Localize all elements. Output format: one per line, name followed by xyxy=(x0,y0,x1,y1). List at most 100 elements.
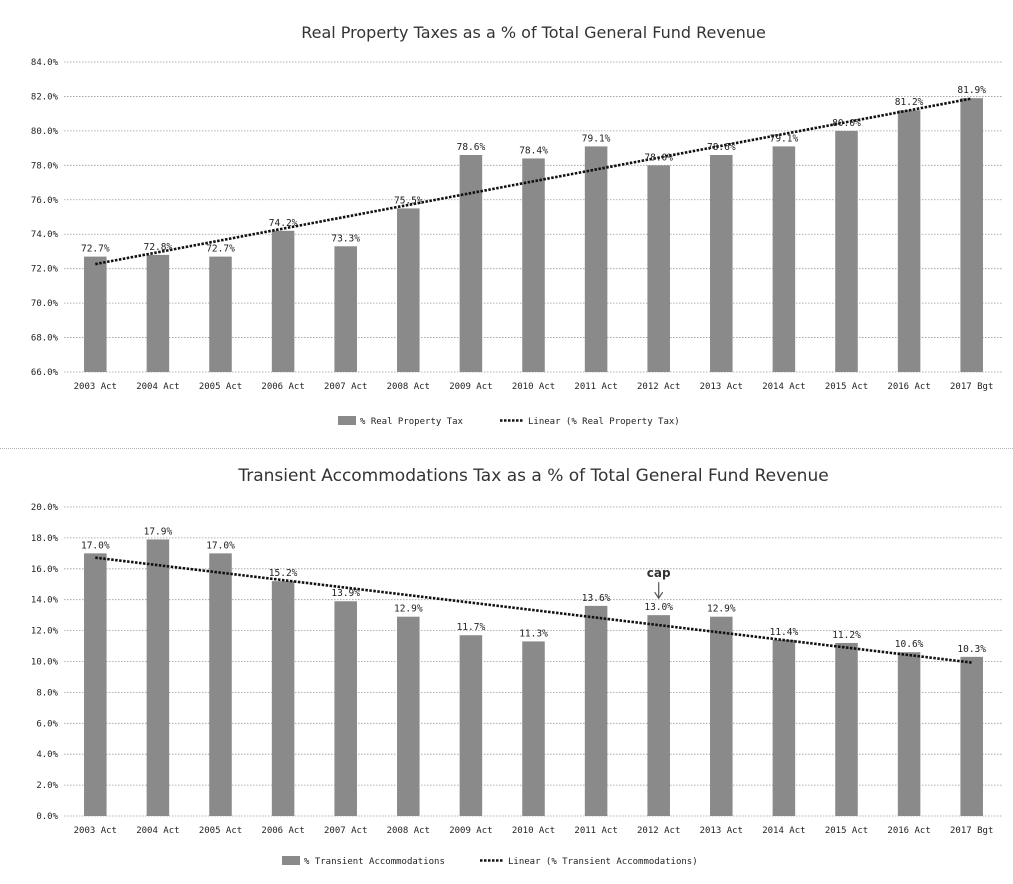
bar xyxy=(209,256,232,372)
legend-label-series: % Real Property Tax xyxy=(360,417,464,427)
y-tick-label: 80.0% xyxy=(31,127,59,137)
x-tick-label: 2014 Act xyxy=(762,382,805,392)
data-label: 79.1% xyxy=(770,133,799,144)
data-label: 74.2% xyxy=(269,218,298,229)
y-tick-label: 6.0% xyxy=(36,719,58,729)
real-property-tax-chart-svg: Real Property Taxes as a % of Total Gene… xyxy=(31,23,1003,427)
bar xyxy=(271,581,295,816)
x-tick-label: 2013 Act xyxy=(700,382,743,392)
bar xyxy=(960,98,983,373)
bar xyxy=(459,635,483,816)
data-label: 79.1% xyxy=(582,133,611,144)
bar xyxy=(209,553,232,816)
data-label: 78.4% xyxy=(519,145,548,156)
x-tick-label: 2005 Act xyxy=(199,826,242,836)
y-tick-label: 68.0% xyxy=(31,334,59,344)
chart-title: Transient Accommodations Tax as a % of T… xyxy=(237,466,828,486)
annotation-arrow-head xyxy=(654,591,664,600)
y-tick-label: 74.0% xyxy=(31,230,59,240)
data-label: 10.6% xyxy=(895,639,924,650)
x-tick-label: 2011 Act xyxy=(574,826,617,836)
x-tick-label: 2017 Bgt xyxy=(950,826,993,836)
data-label: 73.3% xyxy=(331,233,360,244)
data-label: 17.0% xyxy=(81,540,110,551)
data-label: 13.6% xyxy=(582,593,611,604)
x-tick-label: 2017 Bgt xyxy=(950,382,993,392)
x-tick-label: 2007 Act xyxy=(324,382,367,392)
x-tick-label: 2013 Act xyxy=(700,826,743,836)
x-tick-label: 2016 Act xyxy=(887,382,930,392)
data-label: 15.2% xyxy=(269,568,298,579)
y-tick-label: 84.0% xyxy=(31,58,59,68)
data-label: 78.0% xyxy=(644,152,673,163)
x-tick-label: 2007 Act xyxy=(324,826,367,836)
bar xyxy=(522,641,545,816)
legend-label-trendline: Linear (% Real Property Tax) xyxy=(528,417,680,427)
x-tick-label: 2011 Act xyxy=(574,382,617,392)
bar xyxy=(647,615,670,816)
y-tick-label: 78.0% xyxy=(31,161,59,171)
bar xyxy=(772,639,796,816)
data-label: 17.9% xyxy=(144,526,173,537)
bar xyxy=(835,642,858,816)
x-tick-label: 2016 Act xyxy=(887,826,930,836)
legend-swatch-bar xyxy=(282,856,300,865)
x-tick-label: 2003 Act xyxy=(74,826,117,836)
x-tick-label: 2012 Act xyxy=(637,826,680,836)
x-tick-label: 2006 Act xyxy=(261,382,304,392)
y-tick-label: 2.0% xyxy=(36,781,58,791)
x-tick-label: 2010 Act xyxy=(512,382,555,392)
y-tick-label: 4.0% xyxy=(36,750,58,760)
legend-swatch-bar xyxy=(338,416,356,425)
y-tick-label: 70.0% xyxy=(31,299,59,309)
transient-accommodations-tax-chart: Transient Accommodations Tax as a % of T… xyxy=(0,452,1013,884)
bar xyxy=(710,616,733,816)
bar xyxy=(835,130,858,372)
x-tick-label: 2009 Act xyxy=(449,382,492,392)
chart-title: Real Property Taxes as a % of Total Gene… xyxy=(301,23,766,42)
x-tick-label: 2014 Act xyxy=(762,826,805,836)
bar xyxy=(334,246,357,372)
real-property-tax-chart: Real Property Taxes as a % of Total Gene… xyxy=(0,23,1013,449)
bar xyxy=(459,155,483,372)
y-tick-label: 72.0% xyxy=(31,265,59,275)
data-label: 11.3% xyxy=(519,628,548,639)
x-tick-label: 2004 Act xyxy=(136,826,179,836)
bar xyxy=(397,616,420,816)
data-label: 81.9% xyxy=(957,85,986,96)
bar xyxy=(647,165,670,372)
y-tick-label: 16.0% xyxy=(31,565,59,575)
data-label: 80.0% xyxy=(832,118,861,129)
x-tick-label: 2005 Act xyxy=(199,382,242,392)
data-label: 11.2% xyxy=(832,630,861,641)
bar xyxy=(146,254,170,372)
bar xyxy=(584,605,608,816)
y-tick-label: 82.0% xyxy=(31,92,59,102)
legend-label-series: % Transient Accommodations xyxy=(304,857,445,867)
data-label: 78.6% xyxy=(457,142,486,153)
bar xyxy=(84,553,107,816)
data-label: 11.7% xyxy=(457,622,486,633)
data-label: 12.9% xyxy=(394,604,423,615)
data-label: 72.7% xyxy=(81,244,110,255)
data-label: 13.9% xyxy=(331,588,360,599)
y-tick-label: 10.0% xyxy=(31,658,59,668)
y-tick-label: 14.0% xyxy=(31,596,59,606)
x-tick-label: 2015 Act xyxy=(825,826,868,836)
bar xyxy=(334,601,357,816)
y-tick-label: 0.0% xyxy=(36,812,58,822)
bar xyxy=(522,158,545,372)
data-label: 17.0% xyxy=(206,540,235,551)
y-tick-label: 66.0% xyxy=(31,368,59,378)
bar xyxy=(271,230,295,372)
y-tick-label: 20.0% xyxy=(31,503,59,513)
linear-trendline xyxy=(95,97,972,266)
data-label: 10.3% xyxy=(957,644,986,655)
data-label: 13.0% xyxy=(644,602,673,613)
bar xyxy=(960,656,983,816)
x-tick-label: 2008 Act xyxy=(387,826,430,836)
cap-annotation: cap xyxy=(647,566,671,580)
bar xyxy=(146,539,170,816)
x-tick-label: 2003 Act xyxy=(74,382,117,392)
bar xyxy=(897,652,921,816)
